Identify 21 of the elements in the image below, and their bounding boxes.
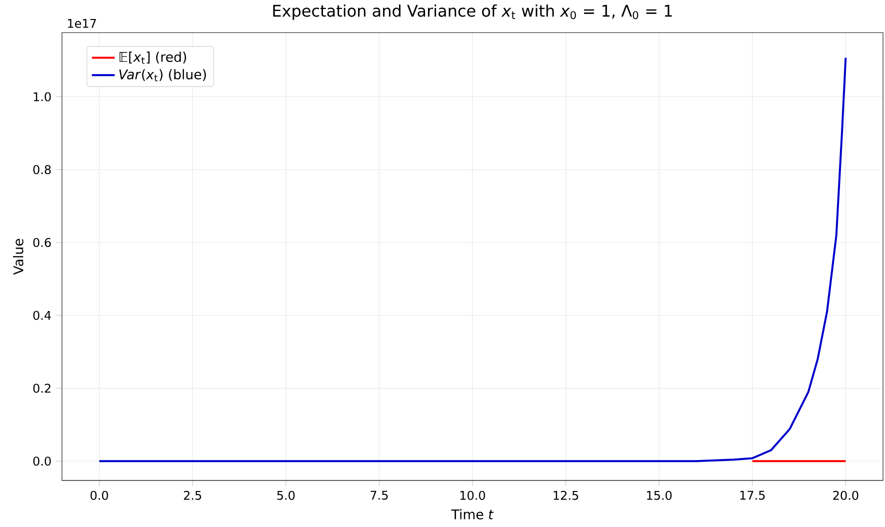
y-axis-title: Value (13, 238, 24, 275)
x-tick-label: 15.0 (647, 490, 672, 500)
x-axis-title: Time t (451, 509, 494, 520)
x-tick-label: 2.5 (184, 490, 202, 500)
x-tick-label: 17.5 (740, 490, 765, 500)
y-tick-label: 0.8 (33, 165, 51, 174)
x-tick-label: 7.5 (370, 490, 388, 500)
x-tick-label: 5.0 (277, 490, 295, 500)
y-tick-label: 0.6 (33, 238, 51, 247)
y-tick-label: 0.2 (33, 384, 50, 393)
chart-title: Expectation and Variance of x$_{t}$ with x$_{0}$ = 1, Λ$_{0}$ = 1 (273, 4, 672, 20)
x-tick-label: 10.0 (460, 490, 486, 500)
y-tick-label: 0.0 (33, 456, 51, 466)
x-tick-label: 12.5 (554, 490, 578, 500)
text: 1e17 (68, 18, 96, 28)
legend-label: Var(x$_{t}$) (blue) (119, 69, 206, 82)
x-tick-label: 20.0 (833, 490, 858, 500)
y-tick-label: 0.4 (33, 310, 51, 320)
legend-label: 𝔼[x$_{t}$] (red) (120, 52, 186, 64)
y-tick-label: 1.0 (34, 92, 51, 102)
x-tick-label: 0.0 (90, 490, 108, 500)
